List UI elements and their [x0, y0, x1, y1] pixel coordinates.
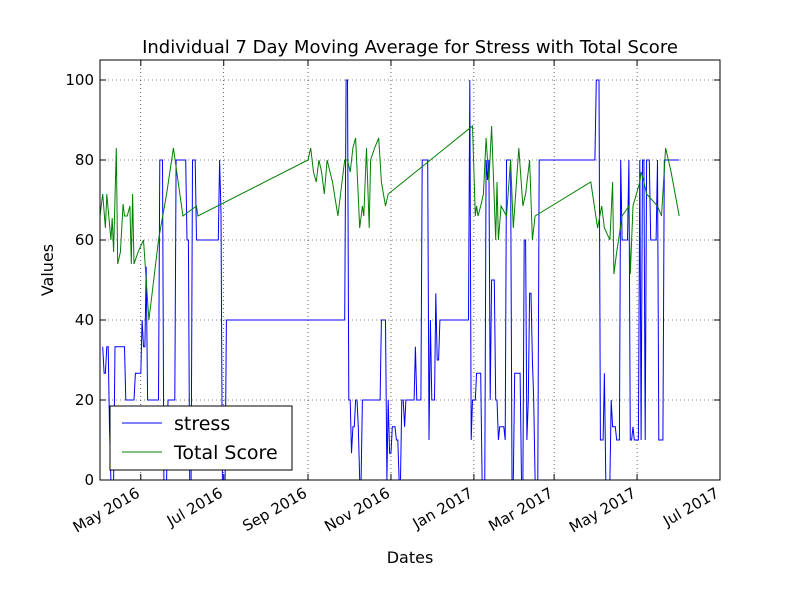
legend: stress Total Score [109, 405, 293, 471]
y-tick-label: 100 [65, 71, 94, 89]
legend-label: stress [174, 413, 230, 435]
y-tick-label: 40 [75, 311, 94, 329]
x-axis-label: Dates [387, 548, 434, 567]
y-tick-label: 20 [75, 391, 94, 409]
y-tick-label: 60 [75, 231, 94, 249]
chart-title: Individual 7 Day Moving Average for Stre… [142, 37, 678, 58]
legend-box [109, 405, 293, 471]
series-lines [100, 79, 680, 480]
series-line-total-score [100, 124, 680, 321]
y-axis-label: Values [38, 244, 57, 296]
y-tick-label: 0 [84, 471, 94, 489]
plot-frame [99, 59, 721, 481]
y-tick-label: 80 [75, 151, 94, 169]
series-line-stress [102, 79, 680, 480]
legend-label: Total Score [173, 442, 278, 464]
